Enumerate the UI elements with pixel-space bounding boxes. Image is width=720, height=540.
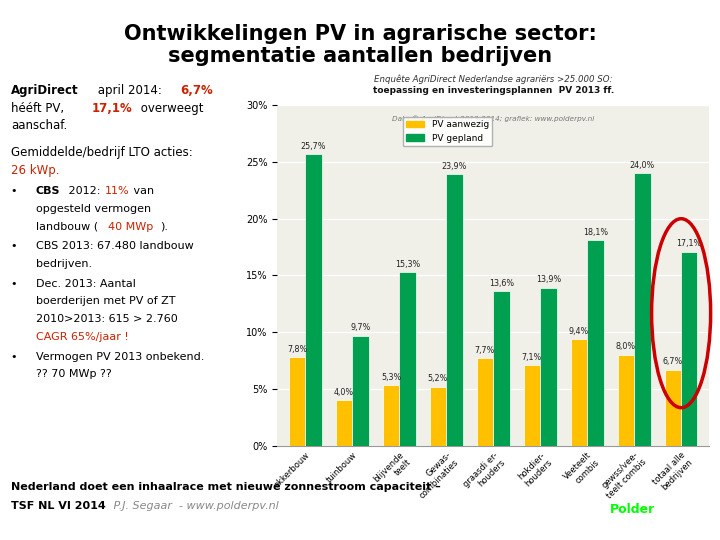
Bar: [336, 400, 352, 445]
Text: •: •: [11, 279, 17, 289]
Text: toepassing en investeringsplannen  PV 2013 ff.: toepassing en investeringsplannen PV 201…: [372, 86, 614, 96]
Text: overweegt: overweegt: [137, 102, 203, 114]
Text: april 2014:: april 2014:: [94, 84, 165, 97]
Bar: [493, 291, 510, 446]
Text: 24,0%: 24,0%: [630, 161, 655, 170]
Text: opgesteld vermogen: opgesteld vermogen: [36, 204, 151, 214]
Text: 40 MWp: 40 MWp: [108, 222, 153, 232]
Text: 2012:: 2012:: [65, 186, 104, 197]
Bar: [352, 335, 369, 445]
Bar: [523, 365, 540, 446]
Text: Nederland doet een inhaalrace met nieuwe zonnestroom capaciteit –: Nederland doet een inhaalrace met nieuwe…: [11, 482, 441, 492]
Bar: [665, 369, 681, 445]
Text: •: •: [11, 352, 17, 362]
Text: 6,7%: 6,7%: [180, 84, 212, 97]
Text: van: van: [130, 186, 154, 197]
Text: 5,3%: 5,3%: [381, 373, 401, 382]
Text: Enquête AgriDirect Nederlandse agrariërs >25.000 SO:: Enquête AgriDirect Nederlandse agrariërs…: [374, 75, 613, 84]
Text: 9,7%: 9,7%: [351, 323, 371, 332]
Bar: [634, 173, 650, 446]
Bar: [289, 357, 305, 445]
Text: TSF NL VI 2014: TSF NL VI 2014: [11, 501, 106, 511]
Text: aanschaf.: aanschaf.: [11, 119, 67, 132]
Text: ?? 70 MWp ??: ?? 70 MWp ??: [36, 369, 112, 380]
Text: 6,7%: 6,7%: [662, 357, 683, 366]
Text: 7,1%: 7,1%: [522, 353, 542, 362]
Text: P.J. Segaar  - www.polderpv.nl: P.J. Segaar - www.polderpv.nl: [110, 501, 279, 511]
Text: Polder: Polder: [610, 503, 655, 516]
Text: 26 kWp.: 26 kWp.: [11, 164, 59, 177]
Bar: [383, 386, 400, 446]
Text: 17,1%: 17,1%: [92, 102, 133, 114]
Text: Dec. 2013: Aantal: Dec. 2013: Aantal: [36, 279, 136, 289]
Text: AgriDirect: AgriDirect: [11, 84, 78, 97]
Text: CBS: CBS: [36, 186, 60, 197]
Text: 2010>2013: 615 > 2.760: 2010>2013: 615 > 2.760: [36, 314, 178, 325]
Bar: [446, 174, 463, 446]
Text: 11%: 11%: [104, 186, 129, 197]
Text: 13,9%: 13,9%: [536, 275, 561, 285]
Text: landbouw (: landbouw (: [36, 222, 98, 232]
Text: Gemiddelde/bedrijf LTO acties:: Gemiddelde/bedrijf LTO acties:: [11, 146, 192, 159]
Bar: [618, 355, 634, 446]
Text: 17,1%: 17,1%: [677, 239, 702, 248]
Text: 9,4%: 9,4%: [569, 327, 589, 335]
Text: bedrijven.: bedrijven.: [36, 259, 92, 269]
Text: •: •: [11, 241, 17, 252]
Bar: [681, 252, 698, 446]
Text: 5,2%: 5,2%: [428, 374, 449, 383]
Text: 7,7%: 7,7%: [474, 346, 495, 355]
Text: 7,8%: 7,8%: [287, 345, 307, 354]
Text: 13,6%: 13,6%: [489, 279, 514, 288]
Bar: [477, 358, 493, 446]
Text: 15,3%: 15,3%: [395, 260, 420, 268]
Text: segmentatie aantallen bedrijven: segmentatie aantallen bedrijven: [168, 46, 552, 66]
Text: boerderijen met PV of ZT: boerderijen met PV of ZT: [36, 296, 176, 307]
Text: hééft PV,: hééft PV,: [11, 102, 68, 114]
Text: CBS 2013: 67.480 landbouw: CBS 2013: 67.480 landbouw: [36, 241, 194, 252]
Text: 18,1%: 18,1%: [582, 228, 608, 237]
Text: 8,0%: 8,0%: [616, 342, 636, 352]
Text: 25,7%: 25,7%: [301, 141, 326, 151]
Text: •: •: [11, 186, 17, 197]
Text: 4,0%: 4,0%: [334, 388, 354, 397]
Bar: [587, 240, 603, 446]
Text: PV: PV: [652, 503, 671, 516]
Text: 23,9%: 23,9%: [442, 162, 467, 171]
Bar: [540, 288, 557, 445]
Legend: PV aanwezig, PV gepland: PV aanwezig, PV gepland: [402, 117, 492, 146]
Text: Data © AgriDirect 2013-2014; grafiek: www.polderpv.nl: Data © AgriDirect 2013-2014; grafiek: ww…: [392, 116, 594, 122]
Text: ).: ).: [161, 222, 168, 232]
Bar: [430, 387, 446, 446]
Bar: [400, 272, 415, 446]
Bar: [305, 154, 322, 446]
Bar: [571, 339, 587, 446]
Text: CAGR 65%/jaar !: CAGR 65%/jaar !: [36, 332, 129, 342]
Text: Ontwikkelingen PV in agrarische sector:: Ontwikkelingen PV in agrarische sector:: [124, 24, 596, 44]
Text: Vermogen PV 2013 onbekend.: Vermogen PV 2013 onbekend.: [36, 352, 204, 362]
